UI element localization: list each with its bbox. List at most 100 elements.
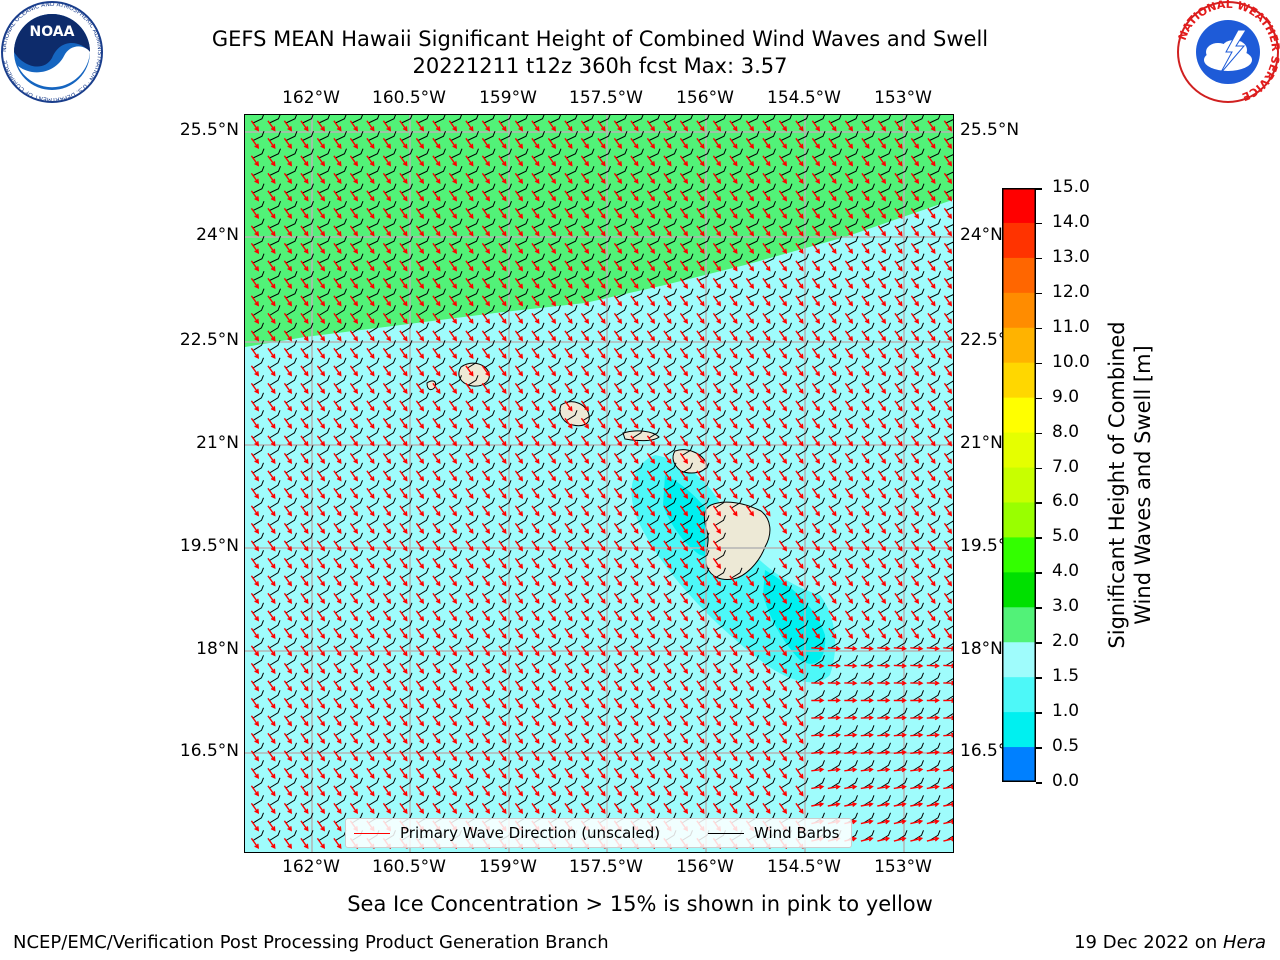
wave-direction-arrow	[300, 330, 309, 342]
wave-direction-arrow	[910, 592, 920, 604]
wind-barb	[731, 672, 743, 684]
wind-barb	[384, 742, 396, 754]
wind-barb	[401, 497, 413, 509]
wave-direction-arrow	[283, 802, 293, 814]
wave-direction-arrow	[300, 312, 309, 324]
wave-direction-arrow	[844, 347, 854, 359]
wind-barb	[252, 410, 264, 421]
wind-barb	[648, 271, 661, 281]
wind-barb	[912, 602, 924, 614]
wind-barb	[863, 777, 875, 789]
wind-barb	[912, 253, 925, 264]
wave-direction-arrow	[580, 347, 590, 359]
wind-barb	[549, 322, 561, 334]
wind-barb	[846, 201, 859, 211]
wave-direction-arrow	[679, 487, 689, 499]
wave-direction-arrow	[382, 207, 392, 219]
wind-barb	[516, 253, 529, 264]
wave-direction-arrow	[630, 505, 639, 517]
wave-direction-arrow	[861, 557, 870, 569]
wind-barb	[615, 672, 627, 684]
wind-barb	[467, 550, 479, 561]
wind-barb	[846, 253, 859, 264]
wave-direction-arrow	[399, 225, 408, 237]
wave-direction-arrow	[778, 295, 788, 307]
wind-barb	[896, 812, 908, 824]
colorbar-tick-13: 2.0	[1052, 631, 1080, 652]
wave-direction-arrow	[564, 470, 573, 482]
wind-barb	[533, 497, 545, 509]
wave-direction-arrow	[795, 522, 804, 534]
wind-barb	[483, 567, 495, 579]
wind-barb	[929, 201, 941, 211]
wave-direction-arrow	[547, 137, 557, 149]
wind-barb	[368, 357, 380, 369]
wave-direction-arrow	[448, 155, 458, 167]
wave-direction-arrow	[300, 697, 309, 709]
wind-barb	[302, 812, 314, 824]
wind-barb	[599, 655, 611, 666]
wave-direction-arrow	[481, 417, 491, 429]
wind-barb	[846, 567, 858, 579]
wind-barb	[450, 131, 463, 141]
wind-barb	[698, 166, 710, 176]
wave-direction-arrow	[778, 697, 788, 709]
wind-barb	[467, 707, 479, 719]
wave-direction-arrow	[597, 697, 606, 709]
wind-barb	[879, 725, 891, 736]
wind-barb	[401, 637, 413, 649]
wind-barb	[335, 392, 347, 404]
wave-direction-arrow	[828, 435, 837, 447]
wind-barb	[615, 340, 627, 351]
wave-direction-arrow	[795, 802, 804, 814]
wave-direction-arrow	[564, 365, 573, 377]
wind-barb	[830, 201, 842, 211]
wave-direction-arrow	[349, 785, 359, 797]
wave-direction-arrow	[333, 400, 342, 412]
wind-barb	[863, 340, 875, 351]
wind-barb	[665, 637, 677, 649]
wind-barb	[450, 115, 463, 124]
wave-direction-arrow	[316, 172, 326, 184]
wave-direction-arrow	[399, 382, 408, 394]
wave-direction-arrow	[547, 470, 557, 482]
wind-barb	[450, 462, 462, 474]
wave-direction-arrow	[729, 680, 738, 692]
wave-direction-arrow	[630, 365, 639, 377]
wave-direction-arrow	[877, 120, 887, 132]
wind-barb	[401, 655, 413, 666]
wave-direction-arrow	[943, 697, 953, 704]
wave-direction-arrow	[795, 715, 804, 727]
wave-direction-arrow	[778, 400, 788, 412]
colorbar-segment	[1002, 188, 1036, 224]
wave-direction-arrow	[300, 242, 309, 254]
map-legend: Primary Wave Direction (unscaled) Wind B…	[345, 818, 852, 848]
wave-direction-arrow	[448, 627, 458, 639]
wave-direction-arrow	[531, 277, 540, 289]
wind-barb	[648, 392, 660, 404]
wind-barb	[516, 445, 528, 456]
wave-direction-arrow	[894, 155, 903, 167]
wave-direction-arrow	[811, 295, 821, 307]
wave-direction-arrow	[877, 400, 887, 412]
wave-direction-arrow	[630, 540, 639, 552]
wave-direction-arrow	[415, 487, 425, 499]
wave-direction-arrow	[481, 785, 491, 797]
wave-direction-arrow	[877, 347, 887, 359]
wind-barb	[813, 305, 825, 316]
wind-barb	[912, 725, 924, 736]
wave-direction-arrow	[795, 190, 804, 202]
wind-barb	[714, 567, 726, 579]
wave-direction-arrow	[811, 347, 821, 359]
wind-barb	[269, 672, 281, 684]
wave-direction-arrow	[679, 540, 689, 552]
wave-direction-arrow	[712, 540, 722, 552]
wind-barb	[945, 730, 953, 736]
wave-direction-arrow	[366, 365, 375, 377]
wave-direction-arrow	[943, 610, 953, 622]
wind-barb	[368, 340, 380, 351]
wind-barb	[747, 620, 759, 631]
wind-barb	[302, 183, 314, 194]
wave-direction-arrow	[729, 295, 738, 307]
wind-barb	[764, 340, 776, 351]
